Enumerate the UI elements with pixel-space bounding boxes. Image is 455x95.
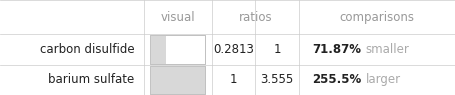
Text: ratios: ratios <box>238 11 272 24</box>
Bar <box>150 35 205 64</box>
Text: 255.5%: 255.5% <box>312 73 361 86</box>
Text: visual: visual <box>160 11 195 24</box>
Bar <box>150 35 205 64</box>
Bar <box>150 66 205 94</box>
Text: 1: 1 <box>273 43 280 56</box>
Text: barium sulfate: barium sulfate <box>48 73 134 86</box>
Text: smaller: smaller <box>365 43 409 56</box>
Bar <box>150 66 205 94</box>
Text: carbon disulfide: carbon disulfide <box>40 43 134 56</box>
Text: comparisons: comparisons <box>339 11 414 24</box>
Text: 71.87%: 71.87% <box>312 43 360 56</box>
Text: 0.2813: 0.2813 <box>213 43 253 56</box>
Bar <box>150 66 205 94</box>
Text: 1: 1 <box>229 73 237 86</box>
Bar <box>150 35 166 64</box>
Text: 3.555: 3.555 <box>260 73 293 86</box>
Text: larger: larger <box>365 73 400 86</box>
